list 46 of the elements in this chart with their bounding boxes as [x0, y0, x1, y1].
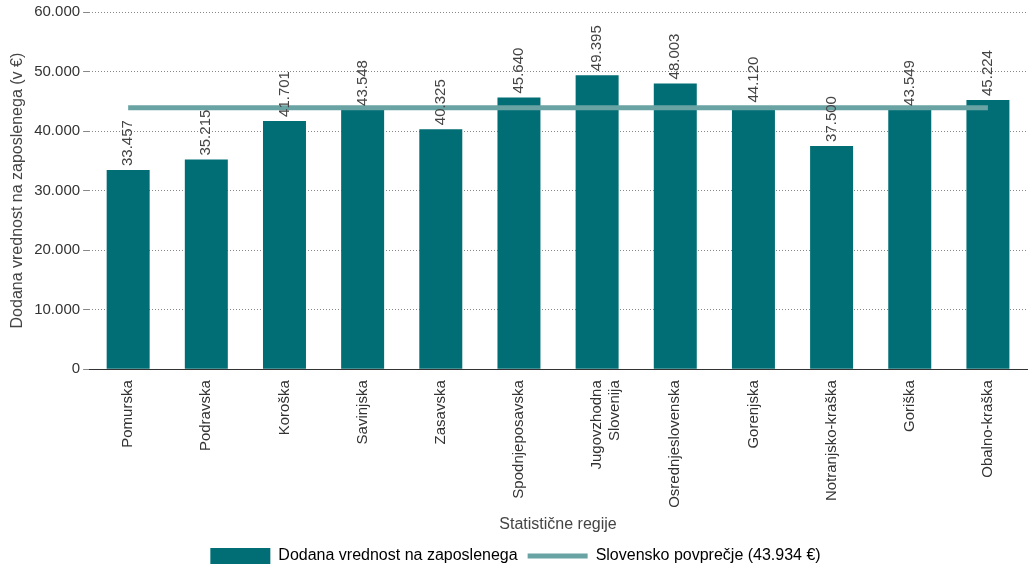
data-label: 45.224	[978, 50, 996, 96]
data-label: 45.640	[509, 47, 527, 94]
data-label: 41.701	[274, 71, 292, 117]
x-tick-label: Jugovzhodna Slovenija	[587, 379, 623, 470]
y-tick-label: 30.000	[34, 180, 81, 198]
x-tick-label: Pomurska	[118, 379, 136, 448]
bar	[653, 83, 697, 369]
bar	[106, 170, 150, 369]
data-label: 33.457	[118, 120, 136, 167]
y-tick-label: 10.000	[34, 299, 81, 317]
y-axis-title: Dodana vrednost na zaposlenega (v €)	[8, 52, 26, 329]
bar	[419, 129, 463, 369]
data-label: 43.548	[352, 60, 370, 106]
data-label: 43.549	[899, 60, 917, 106]
y-tick-label: 60.000	[34, 2, 81, 20]
bar	[575, 75, 619, 369]
bar	[888, 109, 932, 369]
bar	[341, 109, 385, 369]
bar	[966, 99, 1010, 369]
x-tick-label: Savinjska	[352, 379, 370, 445]
y-tick-label: 50.000	[34, 61, 81, 79]
data-label: 49.395	[587, 25, 605, 72]
x-axis-title: Statistične regije	[499, 514, 617, 532]
bar	[497, 97, 541, 369]
x-tick-label: Gorenjska	[743, 379, 761, 449]
bar	[810, 145, 854, 369]
y-tick-label: 40.000	[34, 121, 81, 139]
x-tick-label: Koroška	[274, 379, 292, 436]
y-tick-label: 0	[71, 359, 81, 377]
data-label: 48.003	[665, 33, 683, 80]
x-tick-label: Podravska	[196, 379, 214, 452]
x-tick-label: Goriška	[899, 379, 917, 432]
data-label: 37.500	[821, 96, 839, 142]
legend-label: Slovensko povprečje (43.934 €)	[595, 546, 821, 564]
x-tick-label: Notranjsko-kraška	[821, 379, 839, 502]
data-label: 40.325	[430, 79, 448, 126]
data-label: 35.215	[196, 109, 214, 156]
y-tick-label: 20.000	[34, 240, 81, 258]
x-tick-label: Spodnjeposavska	[509, 379, 527, 499]
bar	[262, 120, 306, 369]
legend-label: Dodana vrednost na zaposlenega	[278, 546, 518, 564]
x-tick-label: Obalno-kraška	[978, 379, 996, 478]
data-label: 44.120	[743, 56, 761, 103]
bar	[184, 159, 228, 369]
x-tick-label: Osrednjeslovenska	[665, 379, 683, 508]
x-tick-label: Zasavska	[430, 379, 448, 445]
